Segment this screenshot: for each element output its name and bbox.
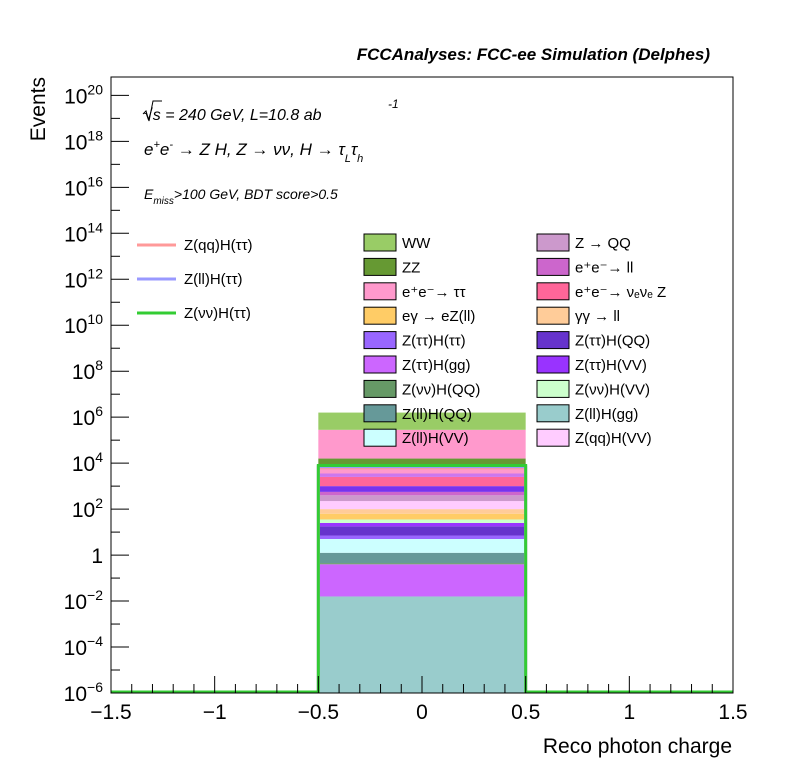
y-tick-label: 1 [91,545,103,568]
annotation-cut: Emiss>100 GeV, BDT score>0.5 [144,186,338,207]
x-tick-label: −1 [203,701,227,724]
stack-bar [318,522,526,527]
legend-label: e⁺e⁻→ νₑνₑ Z [575,284,666,301]
header-title: FCCAnalyses: FCC-ee Simulation (Delphes) [357,45,711,64]
y-tick-label: 102 [72,495,103,522]
y-tick-label: 10−2 [64,587,104,614]
x-tick-label: 1.5 [718,701,747,724]
y-tick-label: 1018 [64,127,103,154]
legend-label: Z(νν)H(QQ) [402,381,480,398]
legend-label: Z(ττ)H(QQ) [575,333,650,350]
y-axis: 10−6 10−4 10−2 1 102 104 106 108 1010 1012 1014 101… [64,81,129,706]
stack-bar [318,491,526,496]
legend-swatch [536,379,570,398]
legend-swatch [536,331,570,350]
legend-label: γγ → ll [575,308,620,325]
legend-swatch [536,428,570,447]
stack-bar [318,563,526,565]
legend-swatch [363,428,397,447]
stack-bar [318,486,526,492]
y-tick-label: 106 [72,403,103,430]
stack-bar [318,495,526,502]
x-axis-label: Reco photon charge [543,735,732,758]
stack-bar [318,476,526,487]
legend-label: Z(ll)H(VV) [402,430,469,447]
stack-bar [318,564,526,597]
legend-label: Z → QQ [575,235,631,252]
stack-bar [318,458,526,466]
y-tick-label: 1016 [64,173,103,200]
y-axis-label: Events [27,77,50,141]
y-tick-label: 108 [72,357,103,384]
legend-swatch [536,404,570,423]
stack-bar [318,509,526,514]
legend-label: Z(ll)H(gg) [575,406,638,423]
annotation-energy: √s = 240 GeV, L=10.8 ab -1 [142,97,399,124]
legend-label: e⁺e⁻→ ττ [402,284,466,301]
y-tick-label: 1014 [64,219,103,246]
legend-swatch [363,404,397,423]
x-axis: −1.5 −1 −0.5 0 0.5 1 1.5 [90,676,748,724]
legend-swatch [536,282,570,301]
energy-exponent: -1 [388,97,399,111]
x-tick-label: 0.5 [511,701,540,724]
legend-swatch [363,379,397,398]
stack-bar [318,539,526,553]
legend-swatch [363,306,397,325]
stack-bar [318,501,526,510]
annotation-process: e+e- → Z H, Z → νν, H → τLτh [144,139,363,165]
x-tick-label: −0.5 [298,701,339,724]
legend-swatch [363,331,397,350]
y-tick-label: 1020 [64,81,103,108]
legend-signal-label: Z(qq)H(ττ) [184,237,253,254]
energy-text: √s = 240 GeV, L=10.8 ab [144,107,322,124]
legend-signal-label: Z(νν)H(ττ) [184,305,251,322]
stack-bar [318,535,526,539]
stack-bar [318,465,526,474]
legend-signals: Z(qq)H(ττ) Z(ll)H(ττ) Z(νν)H(ττ) [137,237,253,322]
y-tick-label: 1010 [64,311,103,338]
stack-bar [318,429,526,459]
stack-bar [318,519,526,523]
stack-bar [318,526,526,536]
legend-label: ZZ [402,259,420,276]
legend-swatch [536,306,570,325]
legend-label: Z(ττ)H(gg) [402,357,471,374]
stack-bar [318,513,526,520]
y-tick-label: 10−6 [64,679,104,706]
legend-label: Z(qq)H(VV) [575,430,652,447]
legend-label: Z(νν)H(VV) [575,381,650,398]
legend-label: Z(ττ)H(ττ) [402,333,466,350]
legend-backgrounds: WW Z → QQ ZZ e⁺e⁻→ ll e⁺e⁻→ ττ e⁺e⁻→ νₑνₑ Z eγ… [363,233,666,447]
legend-swatch [363,355,397,374]
x-tick-label: −1.5 [90,701,131,724]
stack-bar [318,473,526,477]
stacked-histogram [318,412,526,693]
legend-label: Z(ττ)H(VV) [575,357,647,374]
legend-swatch [536,257,570,276]
legend-label: Z(ll)H(QQ) [402,406,472,423]
legend-label: WW [402,235,431,252]
legend-signal-label: Z(ll)H(ττ) [184,271,243,288]
x-tick-label: 0 [416,701,428,724]
legend-label: eγ → eZ(ll) [402,308,475,325]
legend-swatch [536,233,570,252]
x-tick-label: 1 [623,701,635,724]
legend-swatch [363,257,397,276]
legend-swatch [363,233,397,252]
legend-swatch [363,282,397,301]
sqrt-symbol [142,100,162,122]
y-tick-label: 104 [72,449,103,476]
signal-histograms [111,463,733,694]
stack-bar [318,552,526,564]
y-tick-label: 1012 [64,265,103,292]
y-tick-label: 10−4 [64,633,104,660]
legend-label: e⁺e⁻→ ll [575,259,633,276]
signal-line [111,463,733,694]
legend-swatch [536,355,570,374]
